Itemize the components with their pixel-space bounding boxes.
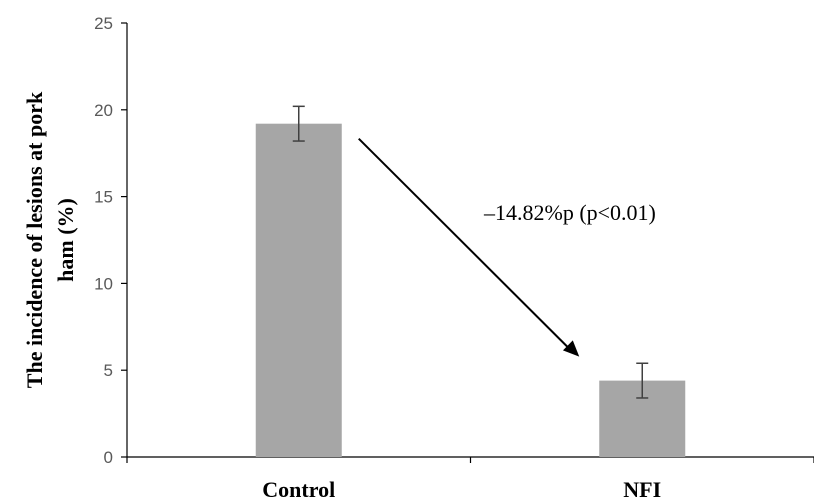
annotation-text: –14.82%p (p<0.01) xyxy=(483,200,656,225)
y-axis-label-line-2: ham (%) xyxy=(53,198,78,282)
error-bars xyxy=(292,105,649,399)
y-axis-label-line-1: The incidence of lesions at pork xyxy=(22,91,47,388)
bar-control xyxy=(255,123,342,458)
annotation-arrow-line xyxy=(358,137,570,350)
x-category-label: Control xyxy=(262,477,335,502)
y-tick-label: 25 xyxy=(94,14,113,33)
annotation-arrow-head xyxy=(562,340,580,357)
y-tick-label: 10 xyxy=(94,274,113,293)
x-category-label: NFI xyxy=(623,477,661,502)
annotation: –14.82%p (p<0.01) xyxy=(358,137,656,357)
axes: 0 5 10 15 20 25 xyxy=(94,14,814,467)
bars xyxy=(255,123,686,458)
labels: Control NFI xyxy=(262,477,661,502)
y-tick-label: 0 xyxy=(104,448,113,467)
y-tick-label: 15 xyxy=(94,188,113,207)
y-axis-label: The incidence of lesions at pork ham (%) xyxy=(22,91,78,388)
y-tick-label: 20 xyxy=(94,101,113,120)
y-tick-label: 5 xyxy=(104,361,113,380)
